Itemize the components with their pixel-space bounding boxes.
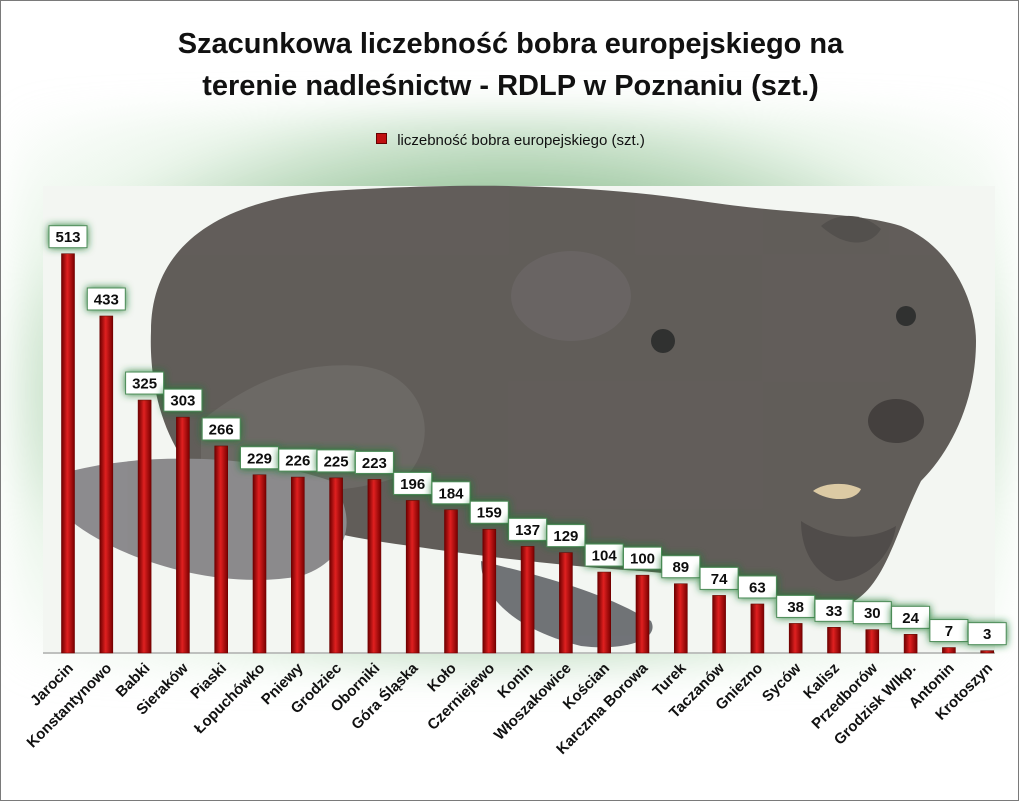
data-label-text: 129	[553, 528, 578, 545]
data-label-text: 137	[515, 522, 540, 539]
data-label: 325	[125, 371, 165, 395]
data-label-box	[431, 481, 471, 505]
data-label: 129	[546, 524, 586, 548]
data-label: 137	[508, 517, 548, 541]
data-label: 7	[929, 619, 969, 643]
data-label-box	[661, 555, 701, 579]
data-label: 89	[661, 555, 701, 579]
bar	[712, 595, 726, 654]
data-label: 74	[699, 566, 739, 590]
bar	[137, 399, 152, 654]
chart-title: Szacunkowa liczebność bobra europejskieg…	[1, 23, 1018, 107]
data-label: 226	[278, 448, 318, 472]
data-label: 159	[469, 500, 509, 524]
data-label: 303	[163, 388, 203, 412]
data-label-box	[469, 500, 509, 524]
data-label-text: 223	[362, 455, 387, 472]
data-label-text: 303	[170, 393, 195, 410]
bar	[252, 474, 267, 654]
bar	[329, 477, 343, 654]
data-label: 229	[240, 446, 279, 470]
data-label-text: 104	[592, 548, 618, 565]
data-label-text: 433	[94, 291, 119, 308]
bar	[635, 574, 650, 654]
data-label-box	[737, 575, 777, 599]
data-label: 266	[201, 417, 241, 441]
data-label: 223	[354, 450, 394, 474]
data-label: 33	[814, 598, 854, 622]
data-label-text: 266	[209, 421, 234, 438]
data-label-text: 24	[902, 610, 919, 627]
bar	[367, 479, 382, 654]
data-label-box	[201, 417, 241, 441]
bar	[61, 253, 75, 654]
title-line-2: terenie nadleśnictw - RDLP w Poznaniu (s…	[202, 70, 819, 102]
bar	[290, 476, 305, 654]
bar	[559, 552, 573, 654]
data-label-text: 3	[983, 626, 991, 643]
data-label: 104	[584, 543, 624, 567]
bar	[482, 528, 497, 654]
data-label-text: 74	[711, 571, 728, 588]
data-label-text: 229	[247, 450, 272, 467]
legend-label: liczebność bobra europejskiego (szt.)	[397, 132, 645, 149]
bar	[214, 445, 228, 654]
data-label: 24	[891, 605, 931, 629]
data-label: 433	[86, 287, 126, 311]
bar	[865, 629, 880, 654]
data-label-box	[546, 524, 586, 548]
bar	[942, 647, 956, 654]
data-label: 225	[316, 449, 356, 473]
bar	[673, 583, 688, 654]
data-label-text: 184	[438, 485, 464, 502]
data-label: 38	[776, 594, 816, 618]
data-label-text: 33	[826, 603, 843, 620]
data-label-box	[891, 605, 931, 629]
data-label-text: 89	[672, 559, 689, 576]
data-label-text: 159	[477, 505, 502, 522]
data-label: 100	[623, 546, 662, 570]
data-label-text: 38	[787, 599, 804, 616]
data-label: 184	[431, 481, 471, 505]
bar	[597, 571, 612, 654]
data-label-text: 7	[945, 623, 953, 640]
data-label-text: 325	[132, 376, 157, 393]
category-label: Czerniejewo	[424, 660, 498, 734]
title-line-1: Szacunkowa liczebność bobra europejskieg…	[177, 28, 844, 60]
data-label-box	[48, 225, 88, 249]
data-label-box	[125, 371, 165, 395]
data-label-text: 225	[324, 453, 349, 470]
bar	[980, 650, 995, 654]
data-label: 3	[967, 622, 1007, 646]
bar	[444, 509, 458, 654]
data-label: 513	[48, 225, 88, 249]
data-label: 196	[393, 471, 433, 495]
data-label-box	[354, 450, 394, 474]
legend: liczebność bobra europejskiego (szt.)	[1, 132, 1018, 149]
bar	[99, 315, 114, 654]
bar	[827, 627, 841, 654]
data-label-text: 30	[864, 605, 881, 622]
legend-swatch	[376, 133, 388, 144]
data-label-box	[967, 622, 1007, 646]
data-label-text: 513	[55, 229, 80, 246]
data-label-text: 100	[630, 551, 655, 568]
data-label-text: 196	[400, 476, 425, 493]
bar	[520, 546, 535, 654]
data-label-box	[86, 287, 126, 311]
data-label: 30	[852, 601, 892, 625]
data-label-text: 63	[749, 579, 766, 596]
bar	[788, 623, 803, 654]
bar	[405, 500, 420, 654]
category-label: Syców	[759, 660, 805, 706]
data-label-text: 226	[285, 453, 310, 470]
data-label: 63	[737, 575, 777, 599]
bar	[176, 416, 190, 654]
data-label-box	[163, 388, 203, 412]
bar	[750, 603, 765, 654]
bar	[903, 634, 918, 654]
